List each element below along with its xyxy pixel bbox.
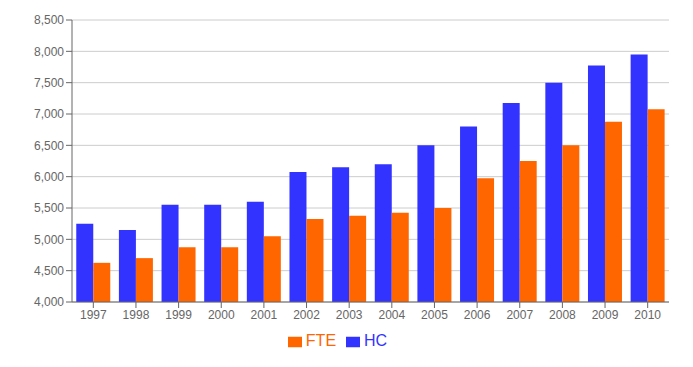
svg-text:2002: 2002 [293,308,320,322]
svg-text:2000: 2000 [208,308,235,322]
svg-text:5,000: 5,000 [34,233,64,247]
html-text:HC: HC [364,332,388,349]
svg-text:2009: 2009 [592,308,619,322]
svg-text:1999: 1999 [165,308,192,322]
svg-text:8,500: 8,500 [34,13,64,27]
svg-text:2006: 2006 [464,308,491,322]
svg-text:6,000: 6,000 [34,170,64,184]
svg-text:1997: 1997 [80,308,107,322]
svg-text:4,000: 4,000 [34,295,64,309]
svg-text:2010: 2010 [634,308,661,322]
svg-text:4,500: 4,500 [34,264,64,278]
svg-text:2005: 2005 [421,308,448,322]
svg-text:2001: 2001 [251,308,278,322]
svg-text:2007: 2007 [506,308,533,322]
svg-text:7,000: 7,000 [34,107,64,121]
svg-text:5,500: 5,500 [34,201,64,215]
svg-text:7,500: 7,500 [34,76,64,90]
svg-text:2004: 2004 [378,308,405,322]
svg-text:8,000: 8,000 [34,45,64,59]
svg-text:2003: 2003 [336,308,363,322]
svg-text:6,500: 6,500 [34,139,64,153]
svg-text:2008: 2008 [549,308,576,322]
svg-text:1998: 1998 [123,308,150,322]
html-text:FTE: FTE [305,332,336,349]
